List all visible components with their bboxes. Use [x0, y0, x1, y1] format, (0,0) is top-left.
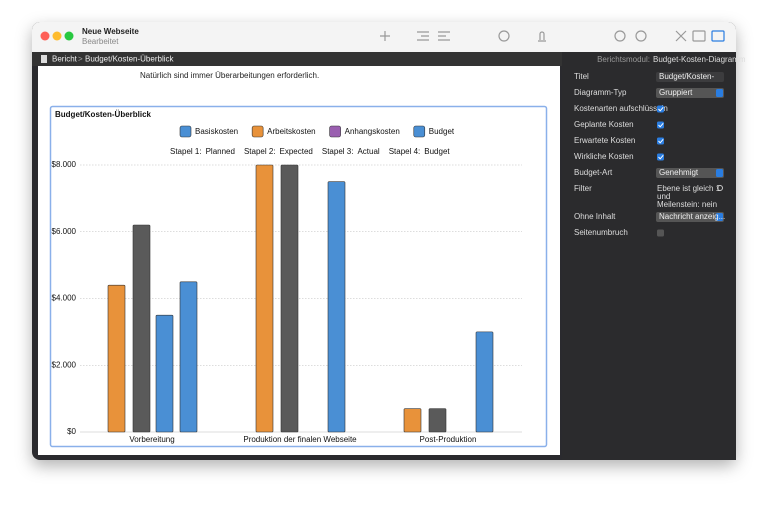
page-text: Natürlich sind immer Überarbeitungen erf… [140, 71, 319, 80]
inspector-label: Ohne Inhalt [574, 212, 616, 221]
minimize-button[interactable] [52, 31, 62, 41]
checkbox[interactable] [657, 137, 664, 145]
y-tick-label: $8.000 [52, 160, 77, 169]
popup-button[interactable] [656, 88, 724, 98]
inspector-label: Geplante Kosten [574, 120, 634, 129]
checkmark [658, 106, 664, 112]
checkbox[interactable] [657, 153, 664, 161]
report-icon [41, 55, 47, 63]
bar [327, 181, 346, 433]
inspector-label: Kostenarten aufschlüsseln [574, 104, 668, 113]
popup-arrow [716, 213, 723, 221]
text-field-value: Budget/Kosten- [659, 72, 714, 81]
popup-value: Nachricht anzeig... [659, 212, 725, 221]
stack-label: Stapel 1: [170, 147, 202, 156]
breadcrumb-separator: > [78, 55, 83, 64]
filter-text: Ebene ist gleich 1 [657, 184, 721, 193]
y-tick-label: $6.000 [52, 227, 77, 236]
inspector-label: Diagramm-Typ [574, 88, 627, 97]
x-tick-label: Post-Produktion [420, 435, 477, 444]
legend-swatch [329, 125, 341, 138]
bar [155, 314, 174, 433]
breadcrumb-item[interactable]: Budget/Kosten-Überblick [85, 55, 174, 64]
legend-label: Budget [429, 127, 455, 136]
checkbox[interactable] [657, 105, 664, 113]
popup-value: Gruppiert [659, 88, 693, 97]
inspector-label: Seitenumbruch [574, 228, 628, 237]
inspector-label: Titel [574, 72, 589, 81]
legend-label: Basiskosten [195, 127, 238, 136]
zoom-button[interactable] [64, 31, 74, 41]
checkmark [658, 154, 664, 160]
inspector-label: Erwartete Kosten [574, 136, 635, 145]
legend-label: Anhangskosten [345, 127, 400, 136]
stack-label: Stapel 3: [322, 147, 354, 156]
y-tick-label: $2.000 [52, 360, 77, 369]
bar [179, 281, 198, 433]
inspector-label: Filter [574, 184, 592, 193]
legend-swatch [251, 125, 264, 138]
y-tick-label: $0 [67, 427, 76, 436]
inspector [562, 52, 736, 460]
chart-title: Budget/Kosten-Überblick [55, 110, 152, 119]
bar [132, 224, 151, 433]
popup-arrow [716, 89, 723, 97]
checkmark [658, 122, 664, 128]
bar [475, 331, 494, 433]
popup-button[interactable] [656, 168, 724, 178]
stack-name: Budget [424, 147, 450, 156]
x-tick-label: Produktion der finalen Webseite [243, 435, 357, 444]
checkbox[interactable] [657, 229, 664, 237]
toolbar-icons [380, 30, 725, 42]
y-tick-label: $4.000 [52, 294, 77, 303]
stack-label: Stapel 4: [389, 147, 421, 156]
filter-text: und [657, 192, 670, 201]
stack-name: Actual [357, 147, 379, 156]
popup-arrow [716, 169, 723, 177]
bar [428, 408, 447, 433]
breadcrumb-bar [32, 52, 562, 66]
stack-name: Expected [280, 147, 313, 156]
x-tick-label: Vorbereitung [129, 435, 174, 444]
bar [280, 164, 299, 433]
search-icon[interactable] [717, 185, 723, 191]
breadcrumb-item[interactable]: Bericht [52, 55, 78, 64]
popup-value: Genehmigt [659, 168, 699, 177]
checkmark [658, 138, 664, 144]
bar [403, 408, 422, 433]
checkbox[interactable] [657, 121, 664, 129]
bar [107, 284, 126, 433]
legend-swatch [179, 125, 192, 138]
text-field[interactable] [656, 72, 724, 82]
popup-button[interactable] [656, 212, 724, 222]
chart-frame[interactable] [49, 105, 548, 448]
legend-swatch [413, 125, 426, 138]
inspector-label: Wirkliche Kosten [574, 152, 634, 161]
toolbar [32, 22, 736, 52]
window-title: Neue Webseite [82, 27, 139, 36]
inspector-label: Budget-Art [574, 168, 613, 177]
close-button[interactable] [40, 31, 50, 41]
bar [255, 164, 274, 433]
window-subtitle: Bearbeitet [82, 37, 119, 46]
inspector-header: Berichtsmodul: [597, 55, 650, 64]
legend-label: Arbeitskosten [267, 127, 315, 136]
stack-label: Stapel 2: [244, 147, 276, 156]
stack-name: Planned [206, 147, 235, 156]
filter-text: Meilenstein: nein [657, 200, 717, 209]
inspector-module: Budget-Kosten-Diagramm [653, 55, 746, 64]
